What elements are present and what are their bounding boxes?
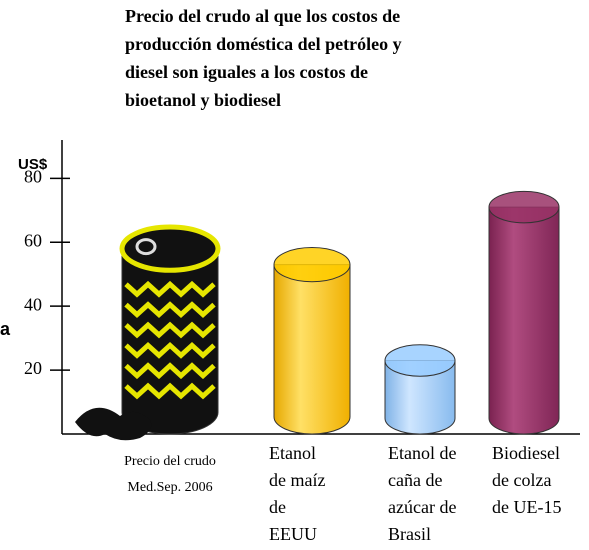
barrel-cap — [135, 238, 157, 256]
barrel-stripe — [124, 341, 216, 359]
x-tick-label: Med.Sep. 2006 — [127, 480, 212, 495]
y-tick-label: 20 — [24, 358, 42, 378]
cylinder-body — [384, 360, 456, 435]
cylinder-body — [488, 206, 560, 435]
x-tick-label: de UE-15 — [492, 497, 561, 517]
y-tick-label: 80 — [24, 166, 42, 186]
cylinder-body — [121, 248, 219, 435]
x-tick-label: de colza — [492, 470, 551, 490]
barrel-stripe — [124, 301, 216, 318]
x-tick-label: Etanol de — [388, 443, 456, 463]
chart-title: diesel son iguales a los costos de — [125, 62, 368, 82]
cylinder-top — [488, 190, 560, 224]
cylinder-bar — [273, 247, 351, 435]
barrel-stripe — [124, 321, 216, 339]
oil-barrel — [75, 224, 221, 441]
cylinder-body — [273, 264, 351, 435]
x-tick-label: azúcar de — [388, 497, 456, 517]
x-tick-label: de maíz — [269, 470, 325, 490]
barrel-stripe — [124, 382, 216, 400]
x-tick-label: Brasil — [388, 524, 431, 544]
cylinder-top — [273, 247, 351, 283]
x-tick-label: Etanol — [269, 443, 316, 463]
y-tick-label: 40 — [24, 294, 42, 314]
x-tick-label: de — [269, 497, 286, 517]
barrel-stripe — [124, 362, 216, 380]
y-tick-label: 60 — [24, 230, 42, 250]
y-label: US$ — [18, 156, 48, 173]
cylinder-bar — [384, 344, 456, 435]
chart-title: Precio del crudo al que los costos de — [125, 6, 400, 26]
cylinder-top — [384, 344, 456, 377]
x-tick-label: EEUU — [269, 524, 317, 544]
x-tick-label: Precio del crudo — [124, 454, 216, 469]
chart-title: bioetanol y biodiesel — [125, 90, 281, 110]
side-label: a — [0, 319, 11, 339]
cylinder-bar — [488, 190, 560, 435]
barrel-stripe — [124, 280, 216, 298]
x-tick-label: caña de — [388, 470, 442, 490]
chart-title: producción doméstica del petróleo y — [125, 34, 402, 54]
oil-spill — [75, 407, 152, 441]
x-tick-label: Biodiesel — [492, 443, 560, 463]
cylinder-top — [119, 224, 221, 273]
